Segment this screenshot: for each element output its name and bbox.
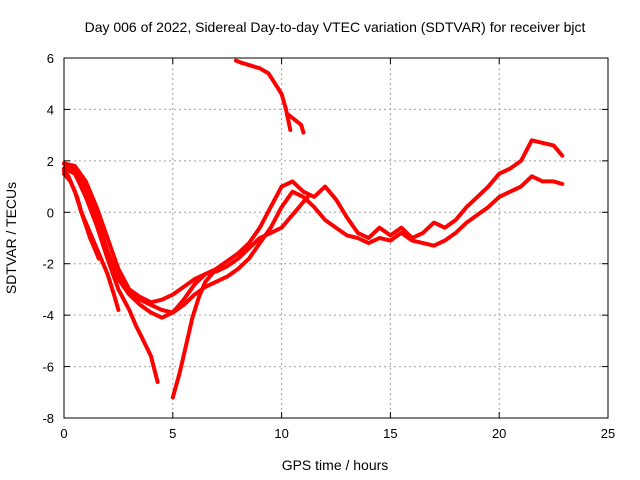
x-tick-label: 10 bbox=[274, 426, 288, 441]
tick-labels: 0 5 10 15 20 25 -8 -6 -4 -2 0 2 4 6 bbox=[42, 51, 615, 441]
series-arc-2 bbox=[62, 169, 121, 312]
y-tick-label: -8 bbox=[42, 411, 54, 426]
y-tick-label: -6 bbox=[42, 360, 54, 375]
series-layer bbox=[62, 58, 565, 400]
series-arc-9 bbox=[286, 112, 306, 135]
x-tick-label: 25 bbox=[601, 426, 615, 441]
x-tick-label: 20 bbox=[492, 426, 506, 441]
y-axis-label: SDTVAR / TECUs bbox=[3, 182, 19, 294]
y-tick-label: 4 bbox=[47, 102, 54, 117]
series-arc-8 bbox=[233, 58, 293, 132]
chart-title: Day 006 of 2022, Sidereal Day-to-day VTE… bbox=[85, 19, 586, 35]
y-tick-label: 2 bbox=[47, 154, 54, 169]
y-tick-label: -4 bbox=[42, 308, 54, 323]
series-arc-5 bbox=[62, 166, 565, 320]
series-arc-4 bbox=[62, 161, 310, 315]
y-tick-label: -2 bbox=[42, 257, 54, 272]
series-arc-3 bbox=[64, 164, 160, 384]
x-tick-label: 5 bbox=[169, 426, 176, 441]
ticks bbox=[63, 57, 609, 419]
plot-frame bbox=[63, 57, 609, 419]
x-axis-label: GPS time / hours bbox=[282, 457, 389, 473]
series-arc-7 bbox=[170, 266, 219, 400]
series-arc-6 bbox=[62, 138, 565, 305]
grid bbox=[64, 58, 608, 418]
x-tick-label: 15 bbox=[383, 426, 397, 441]
x-tick-label: 0 bbox=[60, 426, 67, 441]
y-tick-label: 6 bbox=[47, 51, 54, 66]
y-tick-label: 0 bbox=[47, 205, 54, 220]
